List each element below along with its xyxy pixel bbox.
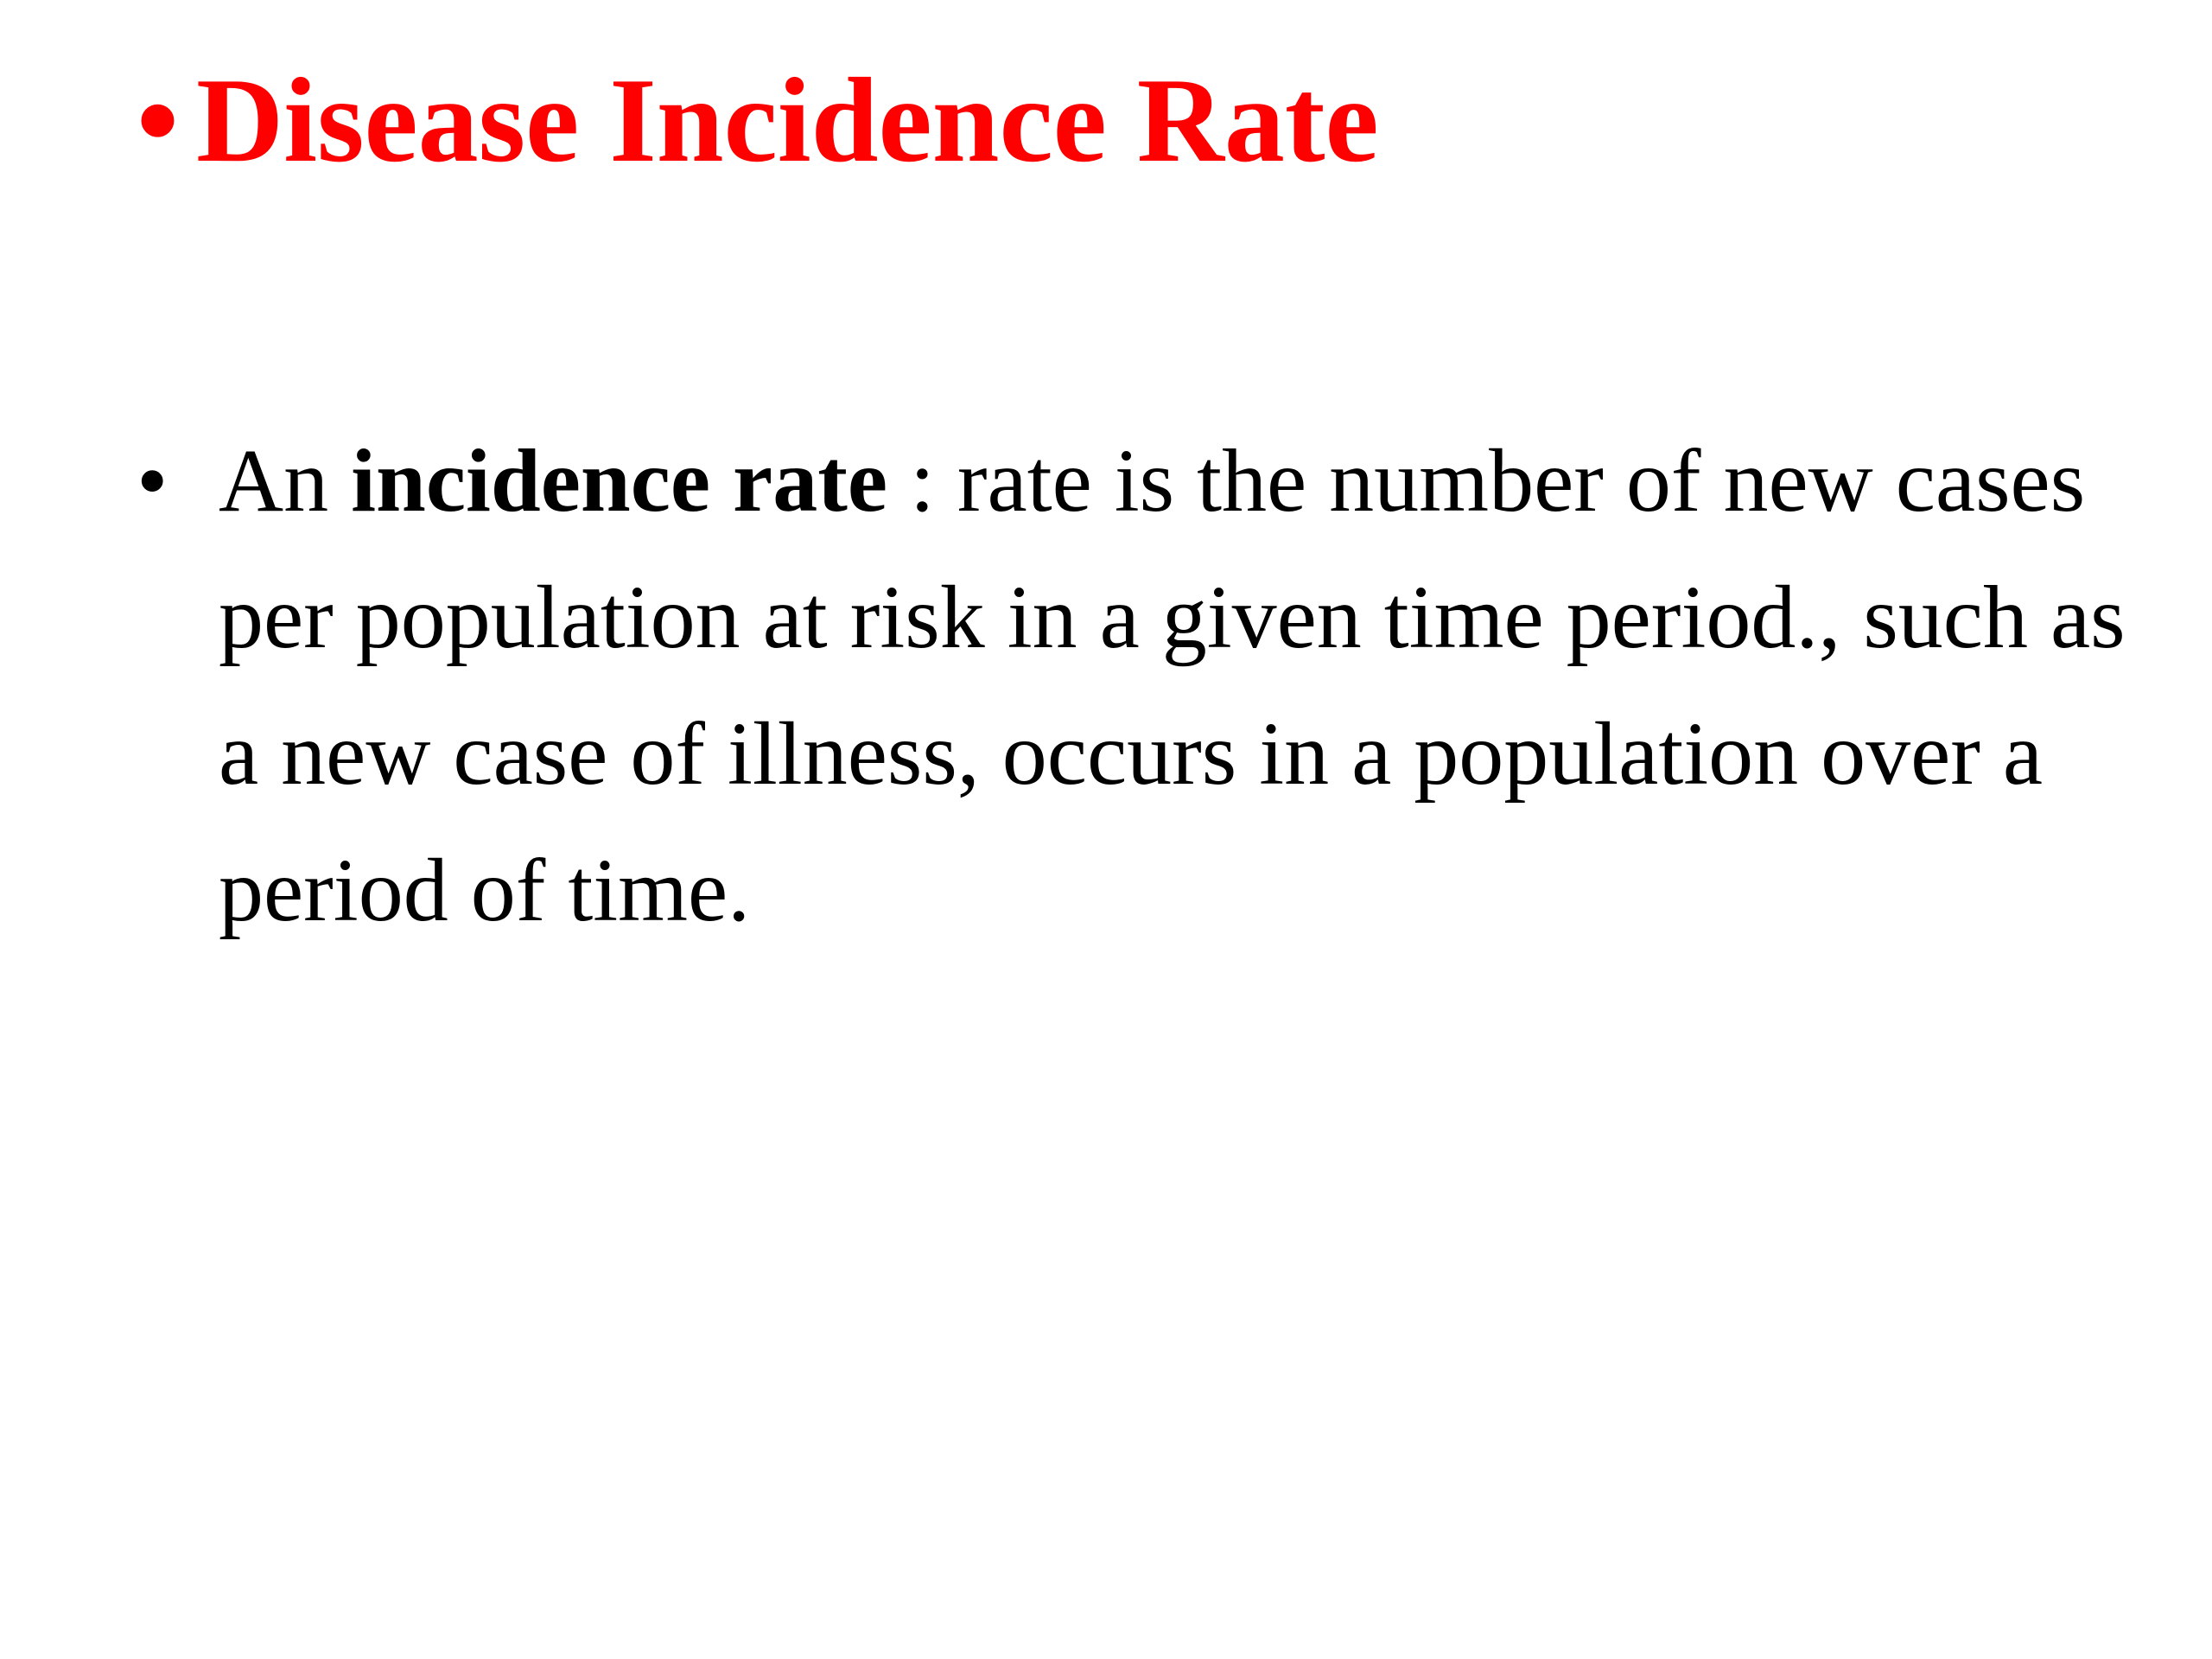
title-text: Disease Incidence Rate xyxy=(196,54,1379,188)
bullet-item: • An incidence rate : rate is the number… xyxy=(137,413,2126,959)
bullet-definition: : rate is the number of new cases per po… xyxy=(219,431,2126,940)
body-bullet-icon: • xyxy=(137,431,168,531)
bullet-term: incidence rate xyxy=(351,431,888,531)
slide-title: • Disease Incidence Rate xyxy=(137,60,1379,181)
title-bullet-icon: • xyxy=(137,54,180,188)
bullet-prefix: An xyxy=(219,431,352,531)
bullet-text: An incidence rate : rate is the number o… xyxy=(219,413,2163,959)
